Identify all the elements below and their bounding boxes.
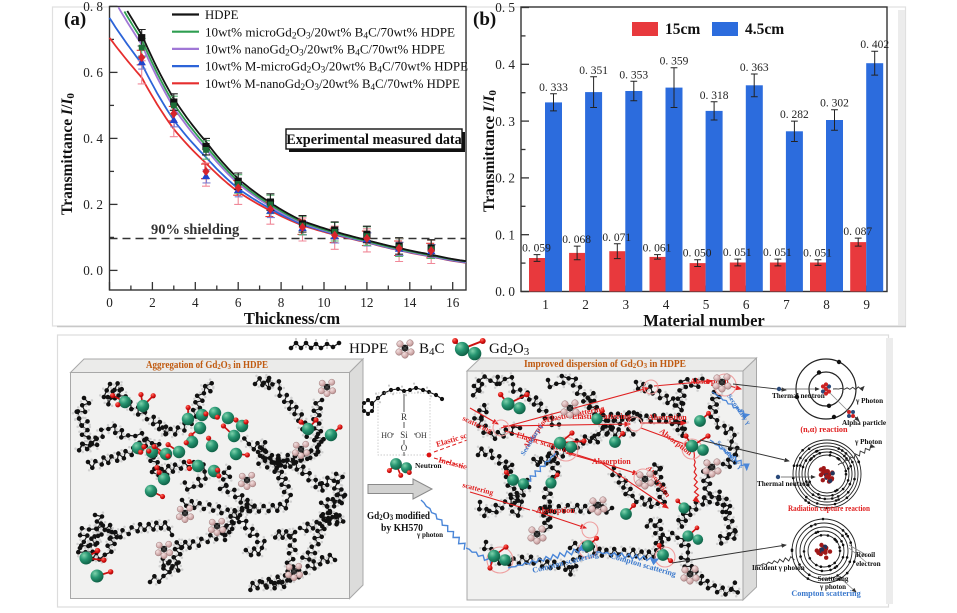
svg-text:0. 051: 0. 051 [803,248,832,260]
svg-text:Transmittance I/I0: Transmittance I/I0 [481,90,499,212]
svg-text:0. 4: 0. 4 [83,131,103,146]
svg-text:Alpha particle: Alpha particle [842,419,886,427]
svg-text:0. 068: 0. 068 [562,234,591,246]
svg-text:7: 7 [783,297,790,312]
svg-text:16: 16 [446,295,460,310]
svg-text:B4C: B4C [419,341,445,358]
svg-text:Absorption: Absorption [648,413,687,422]
svg-text:Thermal neutron: Thermal neutron [772,392,825,400]
svg-text:0. 359: 0. 359 [660,56,689,68]
svg-text:0. 071: 0. 071 [602,232,631,244]
svg-text:2: 2 [149,295,156,310]
svg-text:10: 10 [317,295,331,310]
svg-text:Incident γ photon: Incident γ photon [752,564,805,572]
svg-text:0. 351: 0. 351 [579,65,608,77]
svg-text:Neutron: Neutron [415,461,442,470]
svg-text:0. 1: 0. 1 [495,227,515,242]
svg-text:γ photon: γ photon [416,531,443,539]
svg-text:HDPE: HDPE [205,8,239,22]
svg-text:0. 282: 0. 282 [780,109,809,121]
svg-text:0. 333: 0. 333 [539,82,568,94]
svg-text:(n,α) reaction: (n,α) reaction [800,425,848,434]
svg-text:Scattering: Scattering [818,575,849,583]
svg-text:0. 4: 0. 4 [495,57,515,72]
svg-text:15cm: 15cm [665,21,700,38]
svg-text:12: 12 [360,295,373,310]
svg-text:3: 3 [623,297,630,312]
svg-text:Thickness/cm: Thickness/cm [244,309,341,328]
svg-text:Gd2O3: Gd2O3 [489,341,530,358]
svg-text:0. 051: 0. 051 [763,247,792,259]
svg-text:4: 4 [192,295,199,310]
svg-text:10wt% M-microGd2O3/20wt% B4C/7: 10wt% M-microGd2O3/20wt% B4C/70wt% HDPE [205,60,468,75]
svg-text:0. 402: 0. 402 [860,39,889,51]
svg-text:HO: HO [381,431,393,440]
svg-text:1: 1 [542,297,549,312]
svg-text:Aggregation of Gd2O3 in HDPE: Aggregation of Gd2O3 in HDPE [146,360,268,371]
svg-text:Absorption: Absorption [536,506,575,515]
svg-text:0. 6: 0. 6 [83,65,103,80]
svg-text:Absorption: Absorption [592,457,631,466]
svg-text:γ Photon: γ Photon [854,438,882,446]
svg-text:6: 6 [743,297,750,312]
svg-text:Improved dispersion of Gd2O3 i: Improved dispersion of Gd2O3 in HDPE [524,359,686,370]
svg-text:0. 061: 0. 061 [643,243,672,255]
svg-text:HDPE: HDPE [349,341,388,357]
svg-text:8: 8 [823,297,830,312]
svg-text:(a): (a) [64,9,86,30]
svg-text:10wt% M-nanoGd2O3/20wt% B4C/70: 10wt% M-nanoGd2O3/20wt% B4C/70wt% HDPE [205,77,460,92]
svg-text:Transmittance I/I0: Transmittance I/I0 [59,93,77,215]
svg-text:0. 5: 0. 5 [495,0,515,15]
svg-text:Si: Si [400,430,408,440]
svg-text:0. 363: 0. 363 [740,62,769,74]
svg-text:γ photon: γ photon [819,583,846,591]
svg-text:14: 14 [403,295,417,310]
svg-text:0. 059: 0. 059 [522,243,551,255]
svg-text:R: R [401,412,407,422]
svg-text:0. 8: 0. 8 [83,0,103,14]
svg-text:0. 087: 0. 087 [843,226,872,238]
svg-text:Material number: Material number [643,311,764,330]
svg-text:4.5cm: 4.5cm [745,21,784,38]
svg-text:0: 0 [106,295,113,310]
svg-text:OH: OH [415,431,427,440]
svg-text:Experimental measured data: Experimental measured data [286,132,462,148]
svg-text:10wt% microGd2O3/20wt% B4C/70w: 10wt% microGd 2O3/20wt% B4C/70wt% HDPE [205,25,455,40]
svg-text:4: 4 [663,297,670,312]
svg-text:Absorption: Absorption [690,377,729,386]
svg-text:0. 353: 0. 353 [619,69,648,81]
svg-text:(b): (b) [473,9,496,30]
svg-text:Radiation capture reaction: Radiation capture reaction [788,504,870,513]
svg-text:0. 2: 0. 2 [495,171,515,186]
svg-text:90% shielding: 90% shielding [151,222,240,238]
svg-text:6: 6 [235,295,242,310]
svg-text:0. 0: 0. 0 [495,284,515,299]
svg-text:10wt% nanoGd2O3/20wt% B4C/70wt: 10wt% nanoGd2O3/20wt% B4C/70wt% HDPE [205,43,445,58]
svg-text:0. 050: 0. 050 [683,248,712,260]
svg-text:γ Photon: γ Photon [855,397,883,405]
svg-text:0. 0: 0. 0 [83,263,103,278]
svg-text:8: 8 [278,295,285,310]
svg-text:O: O [401,443,408,453]
svg-text:Recoil: Recoil [856,551,875,559]
svg-text:Compton scattering: Compton scattering [791,589,861,598]
svg-text:0. 051: 0. 051 [723,247,752,259]
svg-text:Thermal neutron: Thermal neutron [757,480,810,488]
svg-text:Gd2O3 modified: Gd2O3 modified [367,510,430,522]
svg-text:by KH570: by KH570 [381,522,423,534]
svg-text:0. 2: 0. 2 [83,197,103,212]
svg-text:0. 3: 0. 3 [495,114,515,129]
svg-text:5: 5 [703,297,710,312]
svg-text:0. 318: 0. 318 [700,90,729,102]
svg-text:0. 302: 0. 302 [820,98,849,110]
svg-text:2: 2 [582,297,589,312]
svg-text:9: 9 [863,297,870,312]
svg-text:electron: electron [856,560,881,568]
